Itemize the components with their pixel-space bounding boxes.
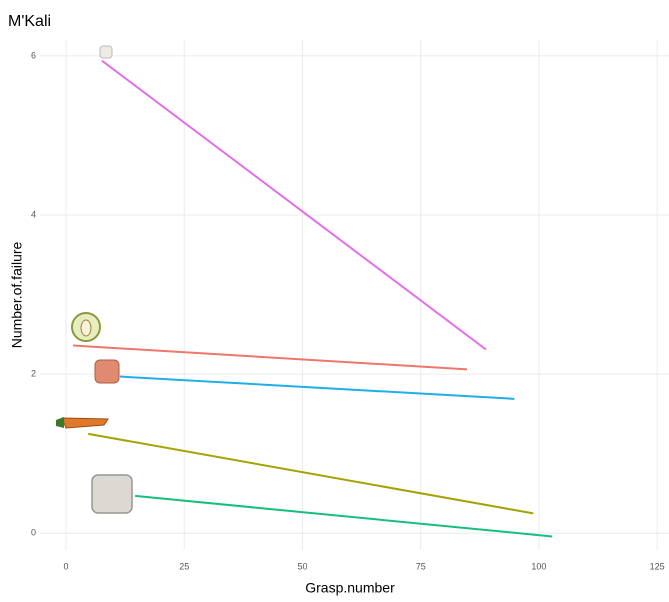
x-tick-label: 125 bbox=[650, 561, 665, 571]
y-tick-label: 2 bbox=[31, 369, 36, 379]
series-line bbox=[134, 494, 553, 538]
icon-apple-core bbox=[80, 319, 92, 337]
x-axis-title: Grasp.number bbox=[305, 580, 395, 596]
y-tick-label: 6 bbox=[31, 50, 36, 60]
series-line bbox=[73, 344, 468, 371]
series-line bbox=[101, 59, 487, 351]
chart-title: M'Kali bbox=[8, 13, 51, 30]
x-tick-label: 75 bbox=[416, 561, 426, 571]
y-axis-title: Number.of.failure bbox=[9, 241, 25, 348]
series-line bbox=[88, 432, 534, 515]
icon-carrot bbox=[61, 417, 109, 429]
x-tick-label: 25 bbox=[179, 561, 189, 571]
icon-orange-cube bbox=[94, 359, 120, 384]
y-tick-label: 4 bbox=[31, 209, 36, 219]
y-tick-label: 0 bbox=[31, 528, 36, 538]
icon-small-cube bbox=[99, 45, 113, 59]
icon-white-cube bbox=[91, 474, 133, 514]
x-tick-label: 0 bbox=[64, 561, 69, 571]
series-line bbox=[119, 375, 515, 400]
icon-carrot-leaves bbox=[56, 417, 64, 428]
icons bbox=[56, 45, 133, 514]
grid bbox=[40, 40, 669, 550]
x-tick-label: 100 bbox=[531, 561, 546, 571]
lines bbox=[73, 59, 553, 538]
x-tick-label: 50 bbox=[297, 561, 307, 571]
